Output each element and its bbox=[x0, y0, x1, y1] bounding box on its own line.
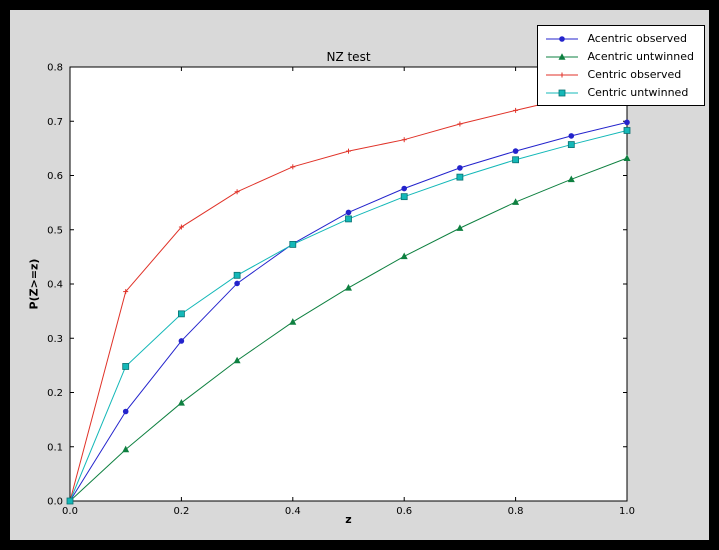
x-tick-label: 0.4 bbox=[285, 506, 301, 517]
legend-label: Acentric observed bbox=[587, 32, 687, 45]
triangle-marker bbox=[567, 175, 575, 183]
square-marker bbox=[66, 497, 74, 505]
y-tick-label: 0.0 bbox=[47, 497, 63, 508]
square-marker bbox=[122, 363, 130, 370]
square-marker bbox=[289, 240, 297, 248]
figure: 0.0 0.2 0.4 0.6 0.8 1.0 0.0 0.1 0.2 0.3 0.4 0.5 0.6 0… bbox=[10, 10, 709, 540]
triangle-marker bbox=[122, 445, 130, 453]
square-marker bbox=[512, 156, 520, 164]
circle-marker bbox=[345, 209, 352, 216]
legend-line-sample bbox=[546, 52, 579, 60]
legend-line-sample bbox=[546, 35, 579, 42]
y-tick-label: 0.2 bbox=[47, 388, 63, 399]
triangle-marker bbox=[558, 52, 566, 60]
square-marker bbox=[233, 271, 241, 279]
triangle-marker bbox=[177, 399, 185, 406]
triangle-marker bbox=[623, 154, 631, 161]
circle-marker bbox=[568, 133, 575, 139]
y-tick-label: 0.3 bbox=[47, 334, 63, 345]
y-axis-label: P(Z>=z) bbox=[27, 258, 41, 310]
circle-marker bbox=[624, 119, 630, 126]
legend-label: Acentric untwinned bbox=[587, 50, 694, 63]
triangle-marker bbox=[289, 318, 297, 325]
x-tick-label: 0.6 bbox=[396, 506, 412, 517]
circle-marker bbox=[457, 165, 463, 171]
y-tick-label: 0.7 bbox=[47, 117, 63, 128]
square-marker bbox=[400, 193, 408, 201]
x-axis-label: z bbox=[345, 513, 352, 526]
triangle-marker bbox=[233, 356, 241, 364]
chart-title: NZ test bbox=[326, 50, 371, 64]
legend-entry: Acentric untwinned bbox=[545, 49, 694, 64]
triangle-marker bbox=[456, 224, 464, 231]
x-tick-label: 0.2 bbox=[173, 506, 189, 517]
legend-line-sample bbox=[546, 72, 579, 77]
x-tick-label: 1.0 bbox=[619, 506, 635, 517]
square-marker bbox=[345, 215, 352, 223]
square-marker bbox=[623, 127, 631, 134]
y-tick-label: 0.8 bbox=[47, 63, 63, 74]
circle-marker bbox=[512, 148, 519, 154]
square-marker bbox=[456, 173, 464, 181]
triangle-marker bbox=[345, 283, 352, 291]
x-tick-label: 0.8 bbox=[508, 506, 524, 517]
circle-marker bbox=[122, 408, 129, 415]
square-marker bbox=[177, 310, 185, 318]
plot-svg: 0.0 0.2 0.4 0.6 0.8 1.0 0.0 0.1 0.2 0.3 0.4 0.5 0.6 0… bbox=[47, 63, 635, 518]
circle-marker bbox=[178, 338, 185, 344]
y-tick-label: 0.1 bbox=[47, 442, 63, 453]
circle-marker bbox=[559, 35, 566, 42]
circle-marker bbox=[401, 185, 408, 192]
legend-entry: Centric observed bbox=[545, 67, 694, 82]
legend-line-sample bbox=[546, 89, 579, 96]
legend-entry: Acentric observed bbox=[545, 31, 694, 46]
square-marker bbox=[559, 89, 566, 96]
square-marker bbox=[567, 141, 575, 148]
legend-label: Centric untwinned bbox=[587, 86, 689, 99]
triangle-marker bbox=[512, 198, 520, 205]
triangle-marker bbox=[400, 252, 408, 260]
y-tick-label: 0.6 bbox=[47, 171, 63, 182]
legend-entry: Centric untwinned bbox=[545, 85, 694, 100]
y-tick-label: 0.4 bbox=[47, 280, 63, 291]
y-tick-label: 0.5 bbox=[47, 225, 63, 236]
legend-label: Centric observed bbox=[587, 68, 682, 81]
circle-marker bbox=[234, 280, 240, 287]
legend: Acentric observed Acentric untwinned Centr… bbox=[537, 25, 705, 106]
x-tick-label: 0.0 bbox=[62, 506, 78, 517]
